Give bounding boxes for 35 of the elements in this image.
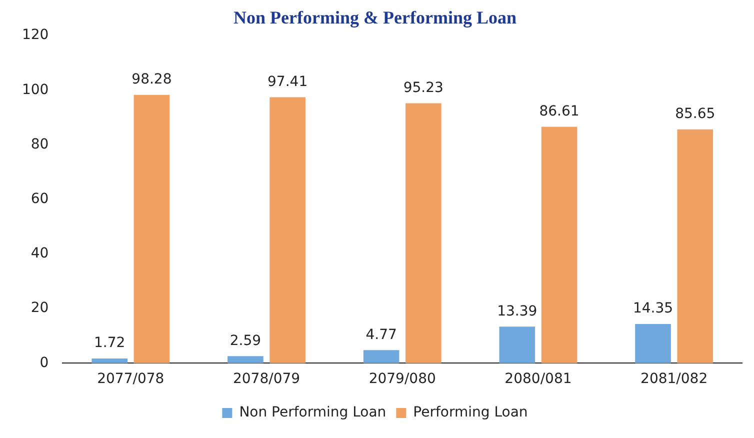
- y-tick-label: 100: [22, 82, 49, 98]
- x-tick-label: 2077/078: [97, 371, 164, 388]
- x-tick-label: 2078/079: [232, 371, 300, 388]
- x-tick-label: 2079/080: [368, 371, 436, 388]
- bar: [499, 326, 536, 364]
- bar: [541, 126, 578, 364]
- bar: [406, 103, 442, 364]
- bar: [228, 356, 264, 364]
- data-label: 98.28: [132, 72, 172, 88]
- y-tick-label: 80: [30, 136, 49, 152]
- y-tick-label: 40: [30, 246, 49, 262]
- data-label: 4.77: [366, 326, 397, 343]
- chart-title: Non Performing & Performing Loan: [234, 7, 516, 28]
- x-tick-label: 2080/081: [504, 371, 572, 388]
- bar: [635, 324, 671, 364]
- data-label: 14.35: [632, 300, 674, 317]
- data-label: 1.72: [94, 335, 126, 352]
- y-tick-label: 20: [30, 300, 49, 316]
- y-tick-label: 60: [30, 191, 49, 208]
- y-tick-label: 0: [40, 354, 49, 371]
- bar: [92, 358, 128, 364]
- legend-label: Non Performing Loan: [239, 404, 386, 421]
- data-label: 85.65: [675, 106, 716, 122]
- data-label: 13.39: [497, 303, 538, 320]
- y-tick-label: 120: [22, 27, 49, 44]
- bar: [363, 350, 400, 364]
- data-label: 2.59: [230, 332, 262, 349]
- data-label: 97.41: [268, 74, 308, 90]
- bar: [134, 94, 170, 364]
- x-tick-label: 2081/082: [640, 371, 708, 388]
- bar: [677, 129, 714, 364]
- legend-label: Performing Loan: [413, 404, 528, 421]
- data-label: 86.61: [539, 103, 580, 120]
- bar: [270, 97, 306, 364]
- data-label: 95.23: [403, 80, 444, 96]
